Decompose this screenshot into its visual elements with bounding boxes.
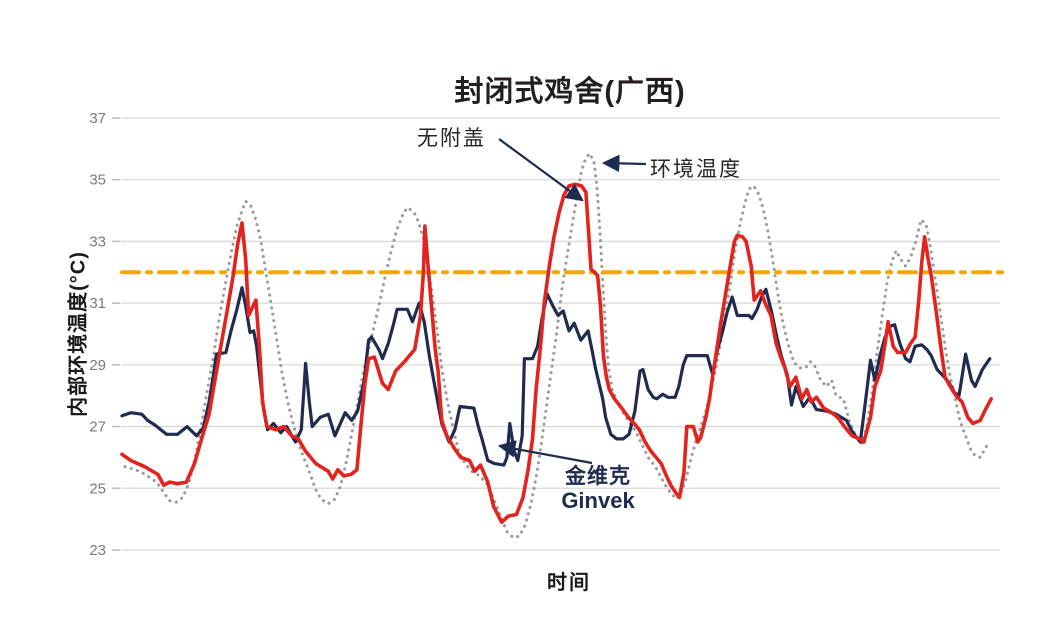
annotation-ginvek-chinese: 金维克 <box>565 465 631 488</box>
series-ginvek-line <box>120 286 992 467</box>
x-axis-title: 时间 <box>547 572 591 594</box>
y-tick-label: 27 <box>89 419 106 436</box>
annotation-ginvek-label: 金维克 Ginvek <box>552 465 644 513</box>
annotation-ambient-label: 环境温度 <box>650 158 742 181</box>
annotation-ginvek-english: Ginvek <box>561 487 635 513</box>
y-tick-label: 31 <box>89 295 106 312</box>
chart-title: 封闭式鸡舍(广西) <box>454 76 686 108</box>
series-uncovered-line <box>120 182 993 524</box>
y-tick-label: 23 <box>89 542 106 559</box>
y-tick-label: 37 <box>89 110 106 127</box>
y-tick-label: 33 <box>89 233 106 250</box>
arrow-ginvek <box>497 440 593 465</box>
y-tick-label: 35 <box>89 172 106 189</box>
y-tick-label: 25 <box>89 480 106 497</box>
series-ambient-line <box>123 151 991 540</box>
arrow-ambient <box>601 154 647 173</box>
annotation-uncovered-label: 无附盖 <box>417 127 486 150</box>
arrow-uncovered <box>498 138 584 202</box>
y-tick-label: 29 <box>89 357 106 374</box>
